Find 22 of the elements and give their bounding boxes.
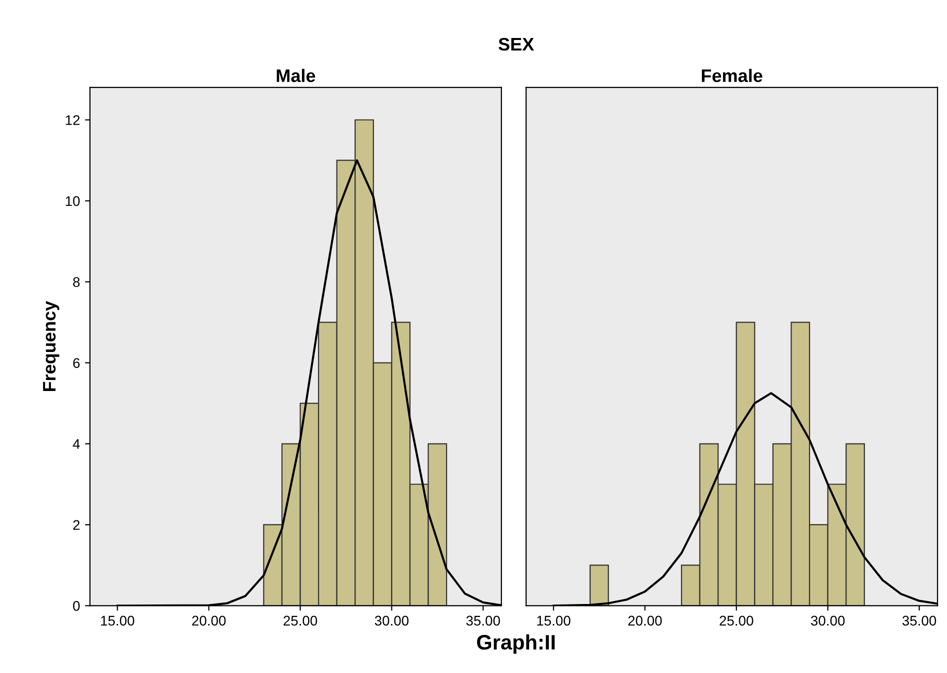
y-tick-label: 2 (73, 520, 80, 530)
y-tick-label: 0 (73, 601, 80, 611)
x-tick-label: 35.00 (902, 616, 936, 626)
text: SEX (498, 38, 534, 51)
chart-title: Male (276, 68, 316, 82)
y-tick-label: 12 (66, 115, 80, 125)
x-tick-label: 25.00 (720, 616, 754, 626)
x-tick-label: 30.00 (810, 616, 845, 626)
chart-title: Female (702, 68, 762, 82)
x-tick-label: 20.00 (628, 616, 662, 626)
y-axis-title: Frequency (43, 301, 60, 392)
x-tick-label: 35.00 (466, 616, 500, 626)
y-tick-label: 10 (66, 196, 80, 206)
y-tick-label: 4 (72, 439, 80, 449)
x-tick-label: 20.00 (192, 616, 226, 626)
x-tick-label: 15.00 (101, 616, 134, 626)
y-tick-label: 8 (73, 277, 80, 287)
text: Graph:II (477, 634, 555, 654)
x-tick-label: 25.00 (284, 616, 318, 626)
y-tick-label: 6 (73, 358, 80, 368)
x-tick-label: 30.00 (374, 616, 409, 626)
x-tick-label: 15.00 (537, 616, 570, 626)
